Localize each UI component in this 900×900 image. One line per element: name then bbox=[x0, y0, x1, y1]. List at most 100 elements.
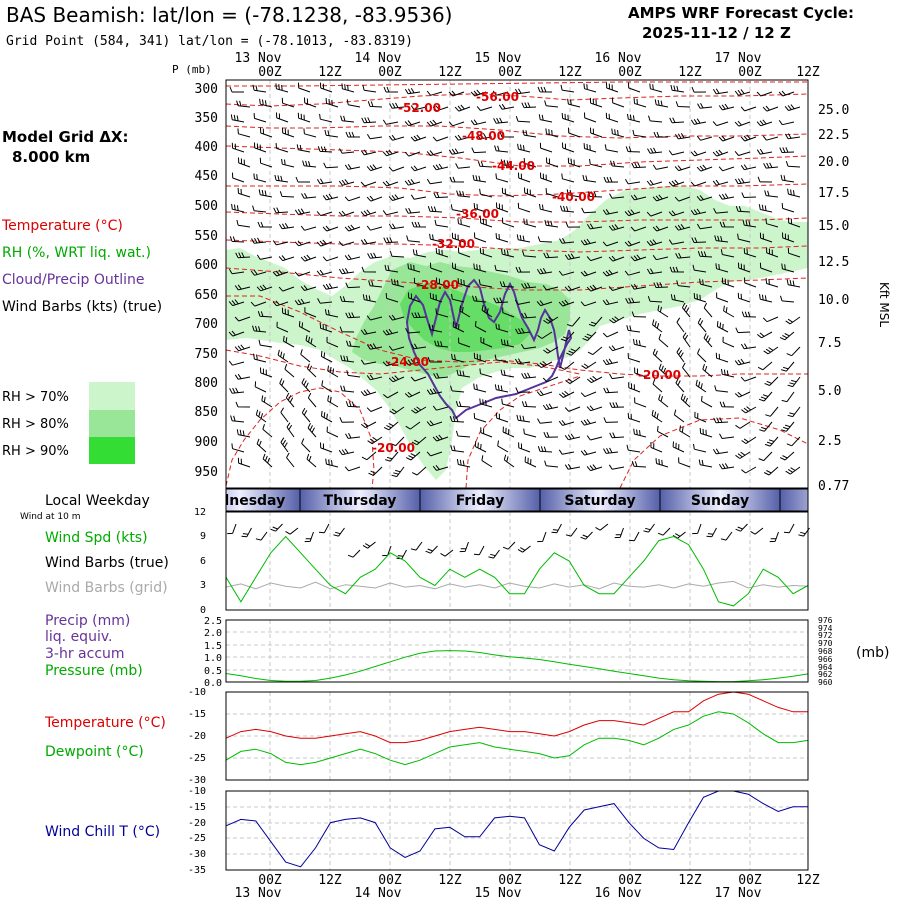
wind-barb bbox=[741, 311, 757, 318]
wind-barb bbox=[542, 376, 559, 383]
legend-dewpoint: Dewpoint (°C) bbox=[45, 744, 144, 760]
wind-barb bbox=[411, 406, 427, 414]
wind-barb bbox=[602, 299, 619, 306]
wind-barb bbox=[609, 432, 625, 439]
wind-barb bbox=[230, 114, 245, 123]
wind-barb bbox=[647, 147, 663, 154]
wind-tick-9: 9 bbox=[200, 531, 206, 542]
wind-barb bbox=[339, 326, 355, 333]
wind-barb bbox=[657, 305, 669, 318]
wind-barb bbox=[608, 255, 625, 262]
wind-barb bbox=[480, 217, 493, 228]
top-date-14nov: 14 Nov bbox=[355, 51, 402, 66]
wind-barb bbox=[360, 209, 377, 217]
wind-barb bbox=[582, 331, 597, 341]
wind-barb bbox=[405, 327, 421, 334]
cross-section-panel: P (mb) Kft MSL bbox=[172, 63, 891, 494]
wind-barb bbox=[426, 420, 443, 427]
wind-barb bbox=[273, 207, 289, 214]
wind-barb bbox=[230, 415, 245, 423]
wind-barb bbox=[366, 164, 383, 172]
wind-barb bbox=[764, 190, 779, 198]
windchill-panel: -10 -15 -20 -25 -30 -35 bbox=[188, 786, 809, 876]
wind-barb bbox=[603, 447, 619, 454]
wind-barb bbox=[653, 282, 669, 288]
wind-barb bbox=[521, 401, 537, 408]
wind-barb bbox=[561, 112, 575, 123]
wind-barb bbox=[286, 452, 295, 468]
wind-barb bbox=[411, 221, 427, 228]
wind-barb bbox=[715, 263, 729, 273]
wind-barb bbox=[317, 146, 333, 153]
wind-barb bbox=[523, 157, 537, 168]
wind-barb bbox=[478, 279, 493, 288]
wind-barb bbox=[366, 195, 383, 202]
wind-barb bbox=[764, 436, 779, 447]
wind-barb bbox=[481, 304, 493, 318]
wind-barb bbox=[586, 405, 603, 412]
wind-barb bbox=[471, 147, 487, 154]
wind-barb bbox=[495, 173, 509, 183]
wind-barb bbox=[654, 99, 669, 108]
wind-barb bbox=[658, 363, 669, 378]
wind-barb bbox=[759, 262, 773, 273]
wind-barb bbox=[590, 127, 603, 138]
wind-barb bbox=[368, 280, 383, 288]
wind-barb bbox=[516, 234, 531, 243]
model-grid-label: Model Grid ΔX: bbox=[2, 128, 129, 146]
wind-barb bbox=[631, 461, 647, 468]
wind-barb bbox=[584, 112, 597, 123]
wind-barb bbox=[735, 451, 751, 459]
wind-barb bbox=[546, 157, 559, 168]
wind-barb bbox=[703, 333, 713, 348]
temp-tick-minus15: -15 bbox=[188, 709, 206, 720]
wind-barb bbox=[762, 316, 779, 323]
wind-barb bbox=[367, 252, 383, 259]
wind-barb bbox=[586, 256, 603, 262]
wind-barb bbox=[587, 191, 603, 198]
wind-speed-series bbox=[225, 535, 809, 607]
wind-barb bbox=[630, 283, 647, 290]
wind-barb bbox=[674, 196, 691, 202]
wind-barb bbox=[798, 527, 810, 537]
legend-rh90-label: RH > 90% bbox=[2, 444, 69, 459]
cross-section-frame bbox=[225, 79, 809, 489]
wind-barb bbox=[455, 163, 471, 169]
wind-barb bbox=[679, 425, 691, 438]
wind-barb bbox=[388, 345, 405, 351]
cycle-value: 2025-11-12 / 12 Z bbox=[642, 24, 791, 42]
temp-tick-minus30: -30 bbox=[188, 775, 206, 786]
wind-barb bbox=[713, 208, 729, 214]
wind-barb bbox=[567, 157, 581, 168]
wind-barb bbox=[388, 134, 405, 141]
wind-barb bbox=[740, 376, 757, 382]
wind-barb bbox=[625, 146, 641, 153]
wind-barb bbox=[322, 225, 339, 232]
chill-tick-minus25: -25 bbox=[188, 833, 206, 844]
wind-barb bbox=[382, 180, 399, 187]
wind-barb bbox=[742, 219, 757, 228]
wind-barb bbox=[231, 203, 245, 213]
wind-barb bbox=[405, 207, 421, 214]
wind-barb bbox=[279, 191, 295, 198]
wind-barb bbox=[521, 102, 537, 109]
wind-barb bbox=[319, 113, 333, 123]
wind-barb bbox=[580, 531, 593, 540]
wind-barb bbox=[781, 263, 795, 273]
wind-barb bbox=[276, 321, 289, 333]
wind-barb bbox=[382, 328, 399, 336]
wind-barb bbox=[360, 181, 377, 187]
wind-barb bbox=[304, 531, 314, 543]
wind-barb bbox=[457, 218, 471, 228]
wind-barb bbox=[567, 98, 581, 108]
wind-barb bbox=[564, 463, 581, 470]
wind-barb bbox=[544, 460, 559, 468]
wind-barb bbox=[719, 401, 735, 408]
wind-barb bbox=[325, 458, 339, 468]
wind-barb bbox=[501, 398, 515, 408]
wind-barb bbox=[737, 233, 751, 243]
wind-barb bbox=[653, 131, 669, 138]
bottom-tick-00z-3: 00Z bbox=[498, 873, 522, 888]
precip-panel-frame bbox=[225, 619, 809, 683]
